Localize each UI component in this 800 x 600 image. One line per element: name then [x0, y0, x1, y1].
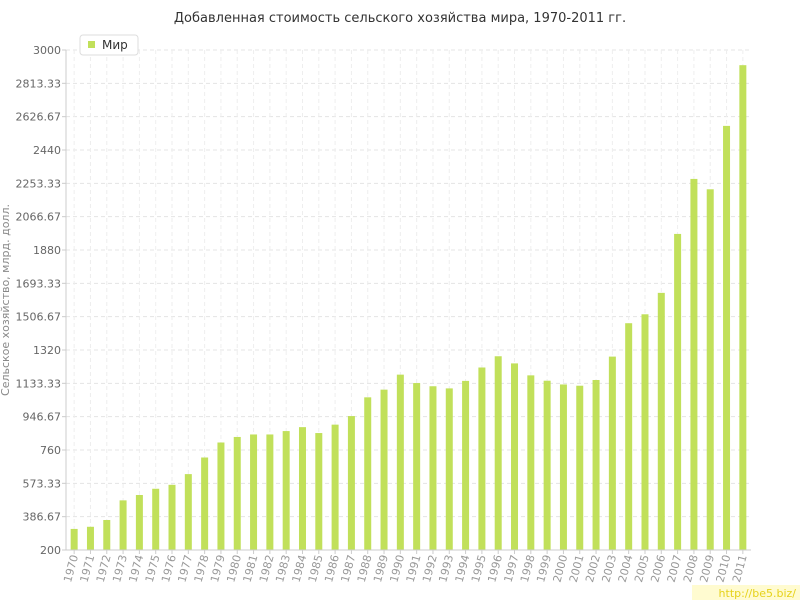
bar-2006[interactable] [657, 292, 665, 550]
legend-label: Мир [102, 38, 128, 52]
y-tick-label: 760 [40, 444, 61, 457]
bar-1974[interactable] [135, 495, 143, 550]
bar-1989[interactable] [380, 389, 388, 550]
y-tick-label: 3000 [33, 44, 61, 57]
bar-2005[interactable] [641, 314, 649, 550]
bar-2001[interactable] [576, 385, 584, 550]
bar-1982[interactable] [266, 434, 274, 550]
y-tick-label: 2440 [33, 144, 61, 157]
watermark-link[interactable]: http://be5.biz/ [719, 587, 797, 600]
x-axis-ticks: 1970197119721973197419751976197719781979… [61, 550, 750, 584]
bar-1984[interactable] [298, 427, 306, 550]
bar-1999[interactable] [543, 380, 551, 550]
bar-1991[interactable] [413, 383, 421, 550]
bar-1993[interactable] [445, 388, 453, 550]
y-tick-label: 200 [40, 544, 61, 557]
bar-1970[interactable] [70, 528, 78, 550]
bar-1981[interactable] [250, 434, 258, 550]
bar-1988[interactable] [364, 397, 372, 550]
y-tick-label: 386.67 [23, 511, 62, 524]
y-tick-label: 1880 [33, 244, 61, 257]
y-tick-label: 1133.33 [16, 377, 62, 390]
bar-1992[interactable] [429, 386, 437, 550]
bar-1995[interactable] [478, 367, 486, 551]
bar-2004[interactable] [625, 323, 633, 550]
bar-1973[interactable] [119, 500, 127, 550]
bar-1975[interactable] [152, 488, 160, 550]
bars [70, 65, 747, 551]
y-tick-label: 946.67 [23, 411, 62, 424]
bar-1971[interactable] [86, 526, 94, 550]
y-axis-label: Сельское хозяйство, млрд. долл. [0, 204, 12, 396]
bar-1996[interactable] [494, 356, 502, 550]
bar-2002[interactable] [592, 380, 600, 550]
bar-2009[interactable] [706, 189, 714, 551]
y-tick-label: 2813.33 [16, 77, 62, 90]
bar-1987[interactable] [347, 416, 355, 550]
bar-1986[interactable] [331, 424, 339, 550]
bar-1994[interactable] [462, 380, 470, 550]
watermark[interactable]: http://be5.biz/ [692, 585, 800, 600]
bar-2003[interactable] [608, 356, 616, 550]
legend-swatch [88, 41, 95, 48]
y-tick-label: 2626.67 [16, 111, 62, 124]
bar-2011[interactable] [739, 65, 747, 550]
bar-1985[interactable] [315, 433, 323, 550]
bar-2000[interactable] [559, 384, 567, 550]
bar-2010[interactable] [723, 125, 731, 551]
bar-1997[interactable] [511, 363, 519, 550]
bar-1983[interactable] [282, 431, 290, 550]
bar-1978[interactable] [201, 457, 209, 551]
y-axis-ticks: 200 386.67 573.33 760 946.67 1133.33 1320 1506.… [16, 44, 66, 557]
bar-1980[interactable] [233, 436, 241, 550]
plot-area [66, 50, 751, 550]
y-tick-label: 1693.33 [16, 277, 62, 290]
y-tick-label: 2066.67 [16, 211, 62, 224]
bar-1998[interactable] [527, 375, 535, 550]
bar-1976[interactable] [168, 484, 176, 550]
y-tick-label: 1506.67 [16, 311, 62, 324]
bar-1979[interactable] [217, 442, 225, 551]
y-tick-label: 1320 [33, 344, 61, 357]
y-tick-label: 2253.33 [16, 177, 62, 190]
legend[interactable]: Мир [79, 34, 139, 56]
bar-1977[interactable] [184, 474, 192, 550]
bar-2008[interactable] [690, 178, 698, 550]
chart-title: Добавленная стоимость сельского хозяйств… [174, 11, 626, 26]
bar-2007[interactable] [674, 233, 682, 550]
y-tick-label: 573.33 [23, 477, 62, 490]
bar-1972[interactable] [103, 520, 111, 550]
watermark-background [692, 585, 800, 600]
bar-1990[interactable] [396, 374, 404, 550]
legend-box [79, 34, 139, 56]
